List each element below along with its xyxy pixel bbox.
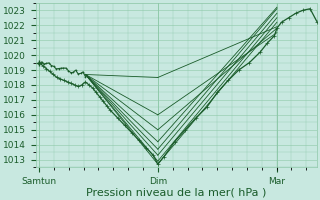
X-axis label: Pression niveau de la mer( hPa ): Pression niveau de la mer( hPa ): [86, 187, 267, 197]
